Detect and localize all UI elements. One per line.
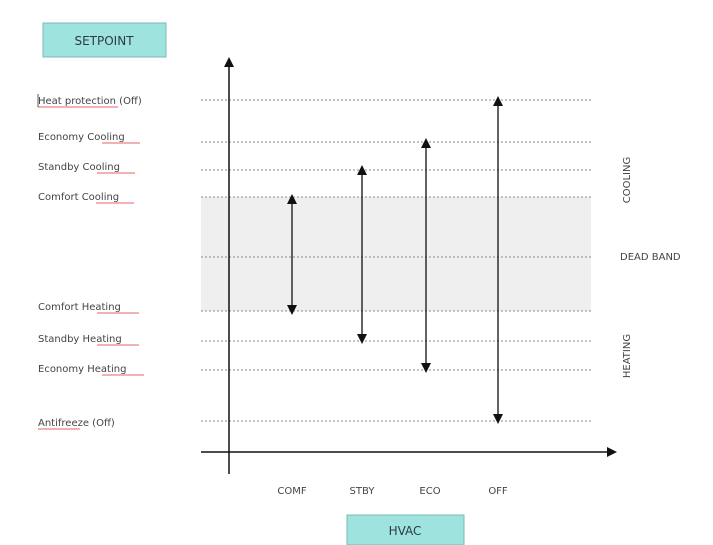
dead-band-area [201,197,591,311]
hvac-box-label: HVAC [389,524,422,538]
level-lines [201,99,591,422]
setpoint-level-labels: Heat protection (Off) Economy Cooling St… [38,96,142,429]
mode-label-comf: COMF [277,486,306,497]
label-economy-heating: Economy Heating [38,364,126,375]
hvac-mode-labels: COMF STBY ECO OFF [277,486,508,497]
setpoint-box-label: SETPOINT [74,34,134,48]
label-antifreeze: Antifreeze (Off) [38,418,115,429]
label-economy-cooling: Economy Cooling [38,132,125,143]
mode-label-off: OFF [488,486,508,497]
mode-label-eco: ECO [419,486,440,497]
label-comfort-cooling: Comfort Cooling [38,192,119,203]
zone-labels: COOLING DEAD BAND HEATING [620,157,681,378]
zone-label-cooling: COOLING [622,157,633,203]
hvac-box-bg [346,514,465,545]
label-comfort-heating: Comfort Heating [38,302,121,313]
hvac-box: HVAC [346,514,465,545]
spellcheck-underlines [37,94,144,430]
label-standby-heating: Standby Heating [38,334,122,345]
zone-label-dead-band: DEAD BAND [620,252,681,263]
zone-label-heating: HEATING [622,334,633,378]
setpoint-box: SETPOINT [42,22,167,58]
setpoint-box-bg [42,22,167,58]
mode-label-stby: STBY [350,486,376,497]
label-standby-cooling: Standby Cooling [38,162,120,173]
label-heat-protection: Heat protection (Off) [38,96,142,107]
